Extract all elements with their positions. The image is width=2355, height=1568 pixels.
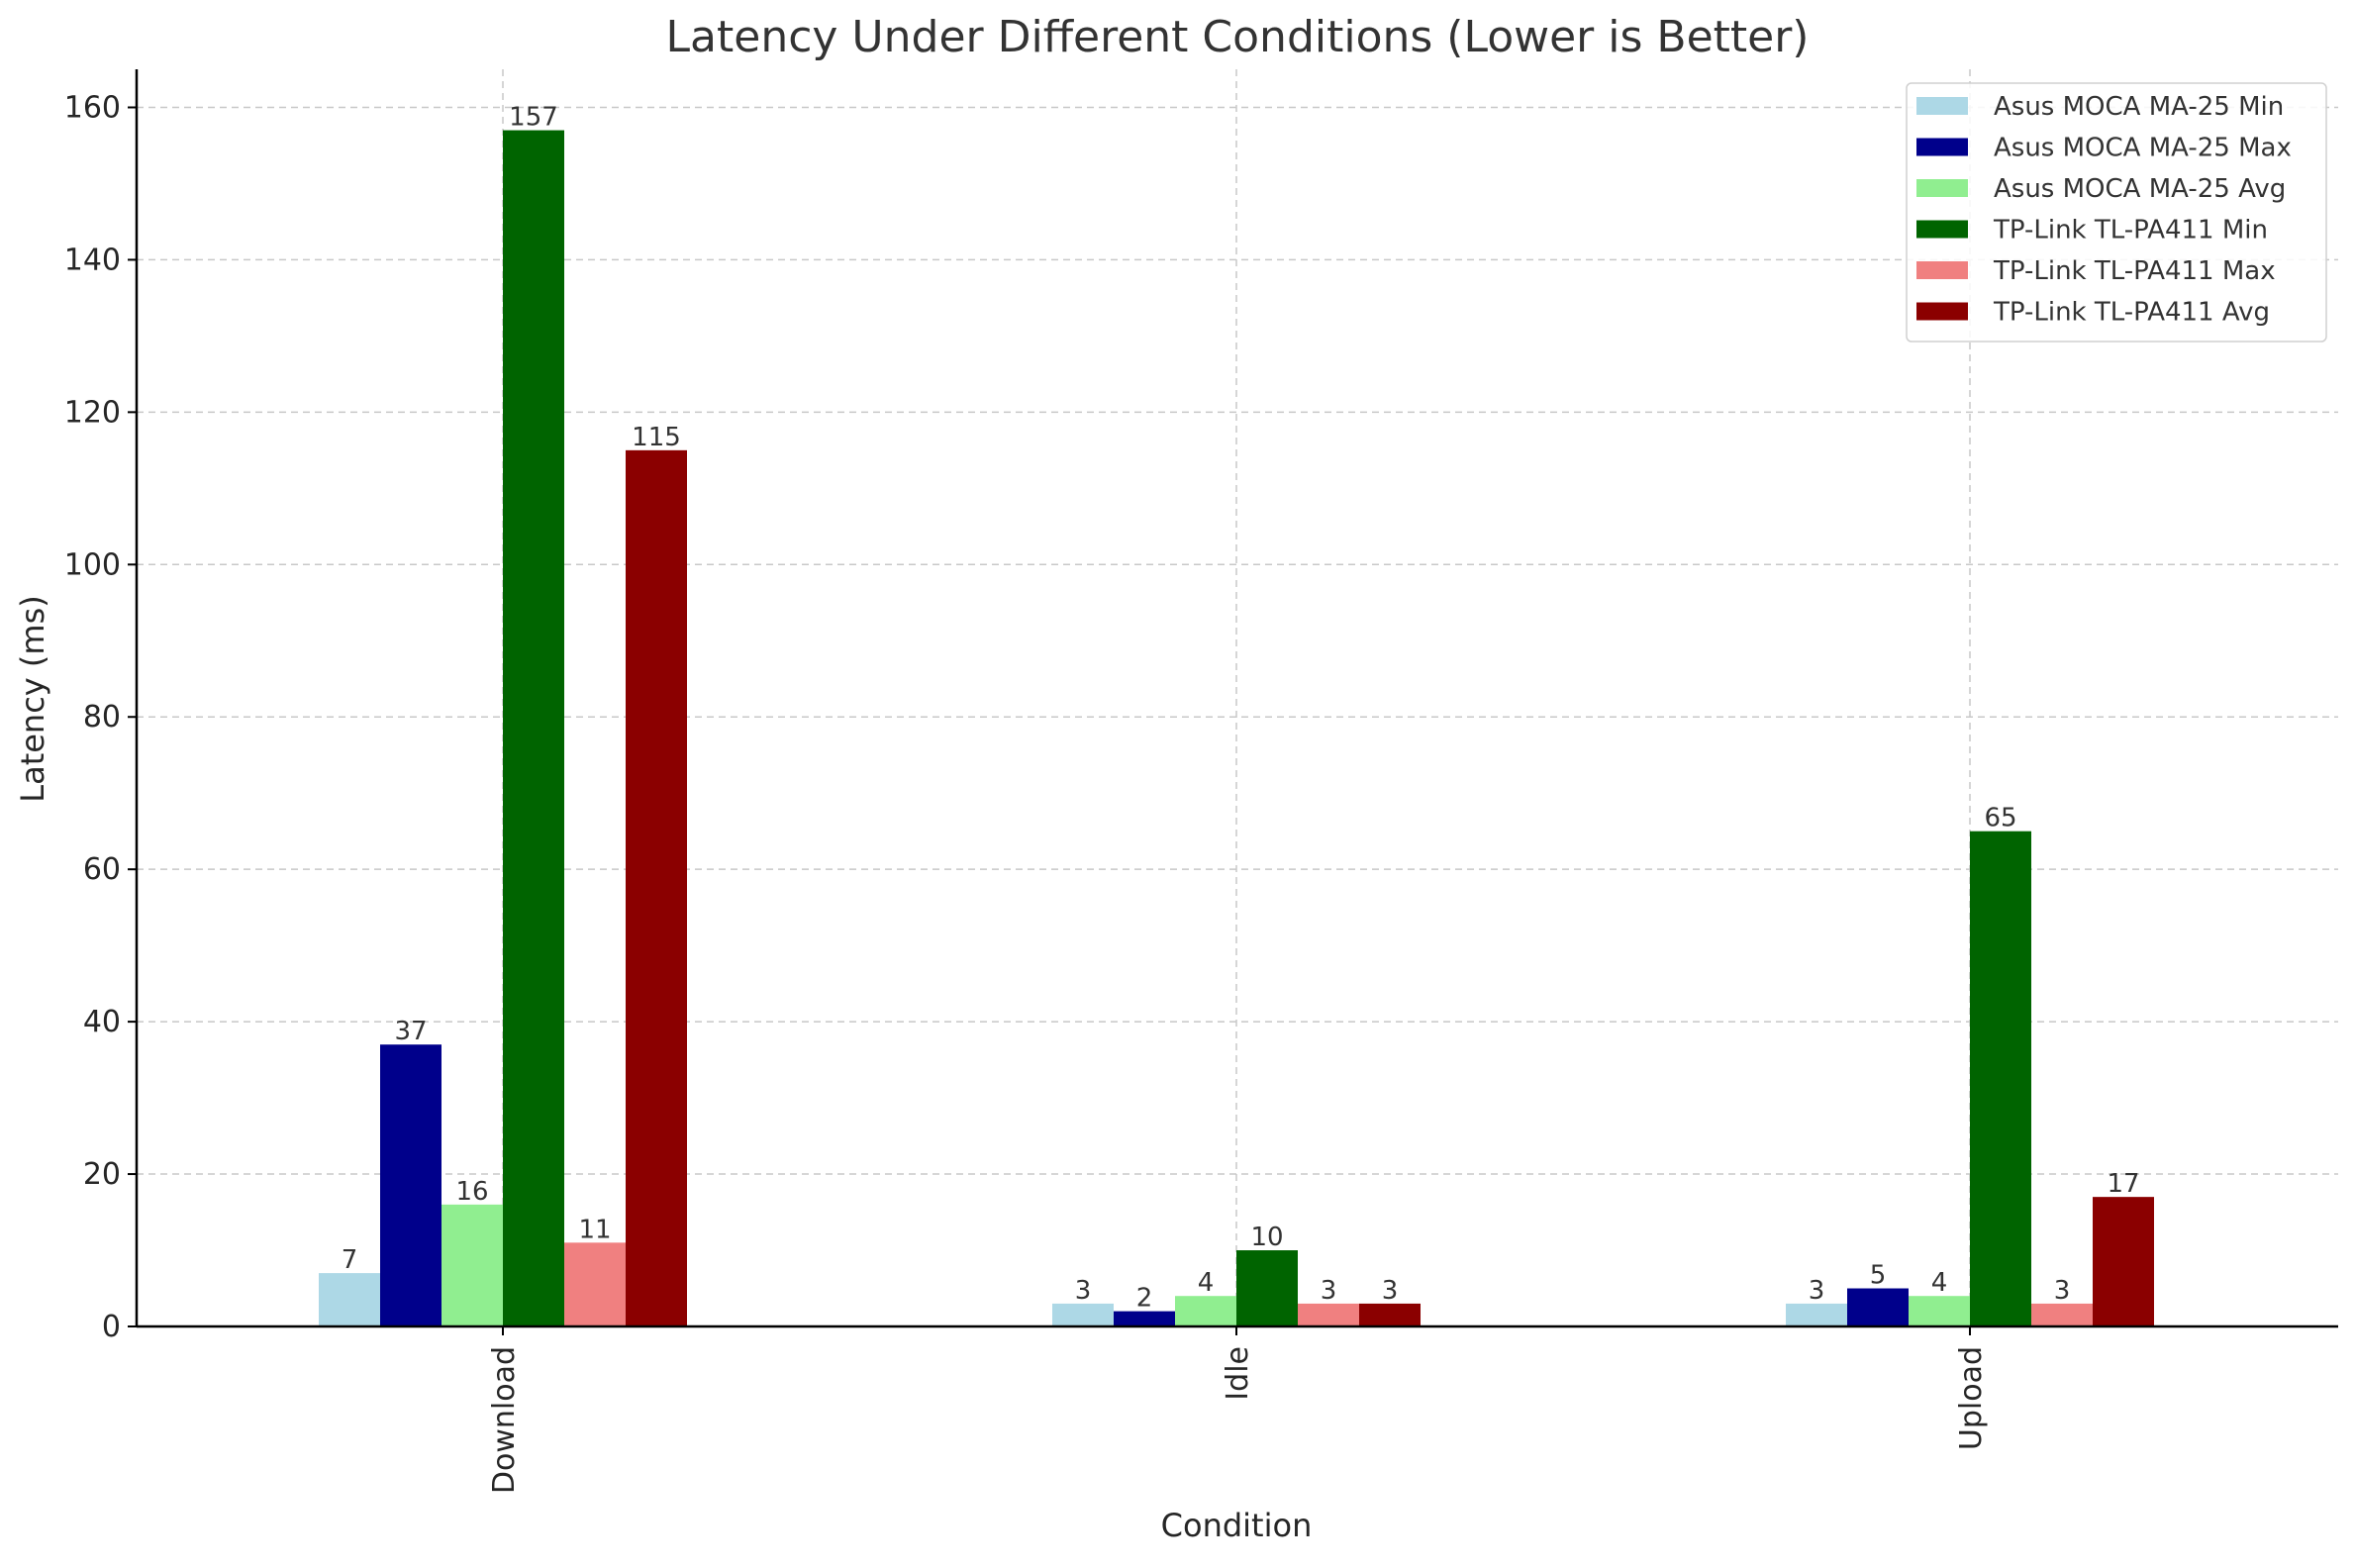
axes: [128, 69, 2338, 1335]
data-label: 3: [1075, 1276, 1092, 1306]
data-labels: 7 3 3 37 2 5 16 4 4 157 10 65 11 3 3 115 3 17: [342, 103, 2140, 1314]
bar: [2031, 1303, 2093, 1326]
bar: [1175, 1296, 1236, 1326]
legend-swatch: [1916, 220, 1968, 239]
bar: [442, 1204, 503, 1326]
legend-swatch: [1916, 97, 1968, 115]
y-tick-label: 80: [83, 700, 121, 735]
bar: [1359, 1303, 1421, 1326]
legend-entry: TP-Link TL-PA411 Max: [1993, 256, 2276, 286]
bar: [626, 449, 687, 1326]
data-label: 3: [2054, 1276, 2071, 1306]
bar: [1052, 1303, 1114, 1326]
data-label: 4: [1931, 1268, 1948, 1298]
data-label: 157: [509, 103, 558, 133]
bar: [503, 130, 564, 1326]
x-tick-label: Upload: [1954, 1346, 1989, 1450]
data-label: 17: [2107, 1169, 2139, 1199]
data-label: 3: [1382, 1276, 1399, 1306]
data-label: 7: [342, 1245, 358, 1275]
data-label: 10: [1250, 1223, 1283, 1252]
bar: [564, 1242, 626, 1326]
data-label: 3: [1809, 1276, 1825, 1306]
y-tick-label: 140: [64, 243, 121, 277]
legend-swatch: [1916, 302, 1968, 321]
legend-box: [1906, 82, 2327, 343]
legend-entry: Asus MOCA MA-25 Avg: [1994, 174, 2286, 204]
bar: [1298, 1303, 1359, 1326]
data-label: 2: [1136, 1284, 1153, 1314]
data-label: 115: [632, 423, 681, 452]
y-tick-label: 60: [83, 852, 121, 887]
x-tick-label: Download: [487, 1346, 522, 1494]
bar: [1236, 1250, 1298, 1326]
y-tick-label: 40: [83, 1005, 121, 1039]
y-tick-label: 20: [83, 1157, 121, 1192]
bars: [319, 130, 2154, 1326]
x-tick-label: Idle: [1221, 1346, 1255, 1401]
bar: [380, 1044, 442, 1326]
legend-entry: TP-Link TL-PA411 Avg: [1993, 298, 2270, 328]
bar: [1114, 1311, 1175, 1326]
data-label: 3: [1321, 1276, 1337, 1306]
y-tick-label: 100: [64, 547, 121, 582]
bar: [1909, 1296, 1970, 1326]
y-axis-label: Latency (ms): [14, 595, 51, 802]
legend-entry: Asus MOCA MA-25 Min: [1994, 92, 2284, 122]
legend-entry: Asus MOCA MA-25 Max: [1994, 134, 2292, 163]
data-label: 5: [1870, 1261, 1887, 1291]
bar: [1970, 831, 2031, 1326]
legend-swatch: [1916, 179, 1968, 197]
chart-title: Latency Under Different Conditions (Lowe…: [666, 12, 1810, 62]
data-label: 37: [394, 1017, 427, 1046]
legend-swatch: [1916, 138, 1968, 156]
y-tick-label: 0: [102, 1310, 121, 1344]
bar: [1786, 1303, 1847, 1326]
y-tick-label: 160: [64, 90, 121, 125]
y-tick-label: 120: [64, 395, 121, 430]
data-label: 11: [578, 1215, 611, 1244]
data-label: 16: [455, 1177, 488, 1207]
data-label: 65: [1984, 804, 2016, 833]
data-label: 4: [1198, 1268, 1215, 1298]
tick-labels: 0 20 40 60 80 100 120 140 160 Download Idle Upload: [64, 90, 1989, 1494]
legend: Asus MOCA MA-25 Min Asus MOCA MA-25 Max As…: [1906, 82, 2327, 343]
bar: [319, 1273, 380, 1326]
legend-swatch: [1916, 261, 1968, 279]
x-axis-label: Condition: [1161, 1507, 1313, 1544]
legend-entry: TP-Link TL-PA411 Min: [1993, 216, 2268, 245]
bar: [2093, 1197, 2154, 1326]
bar: [1847, 1288, 1909, 1326]
